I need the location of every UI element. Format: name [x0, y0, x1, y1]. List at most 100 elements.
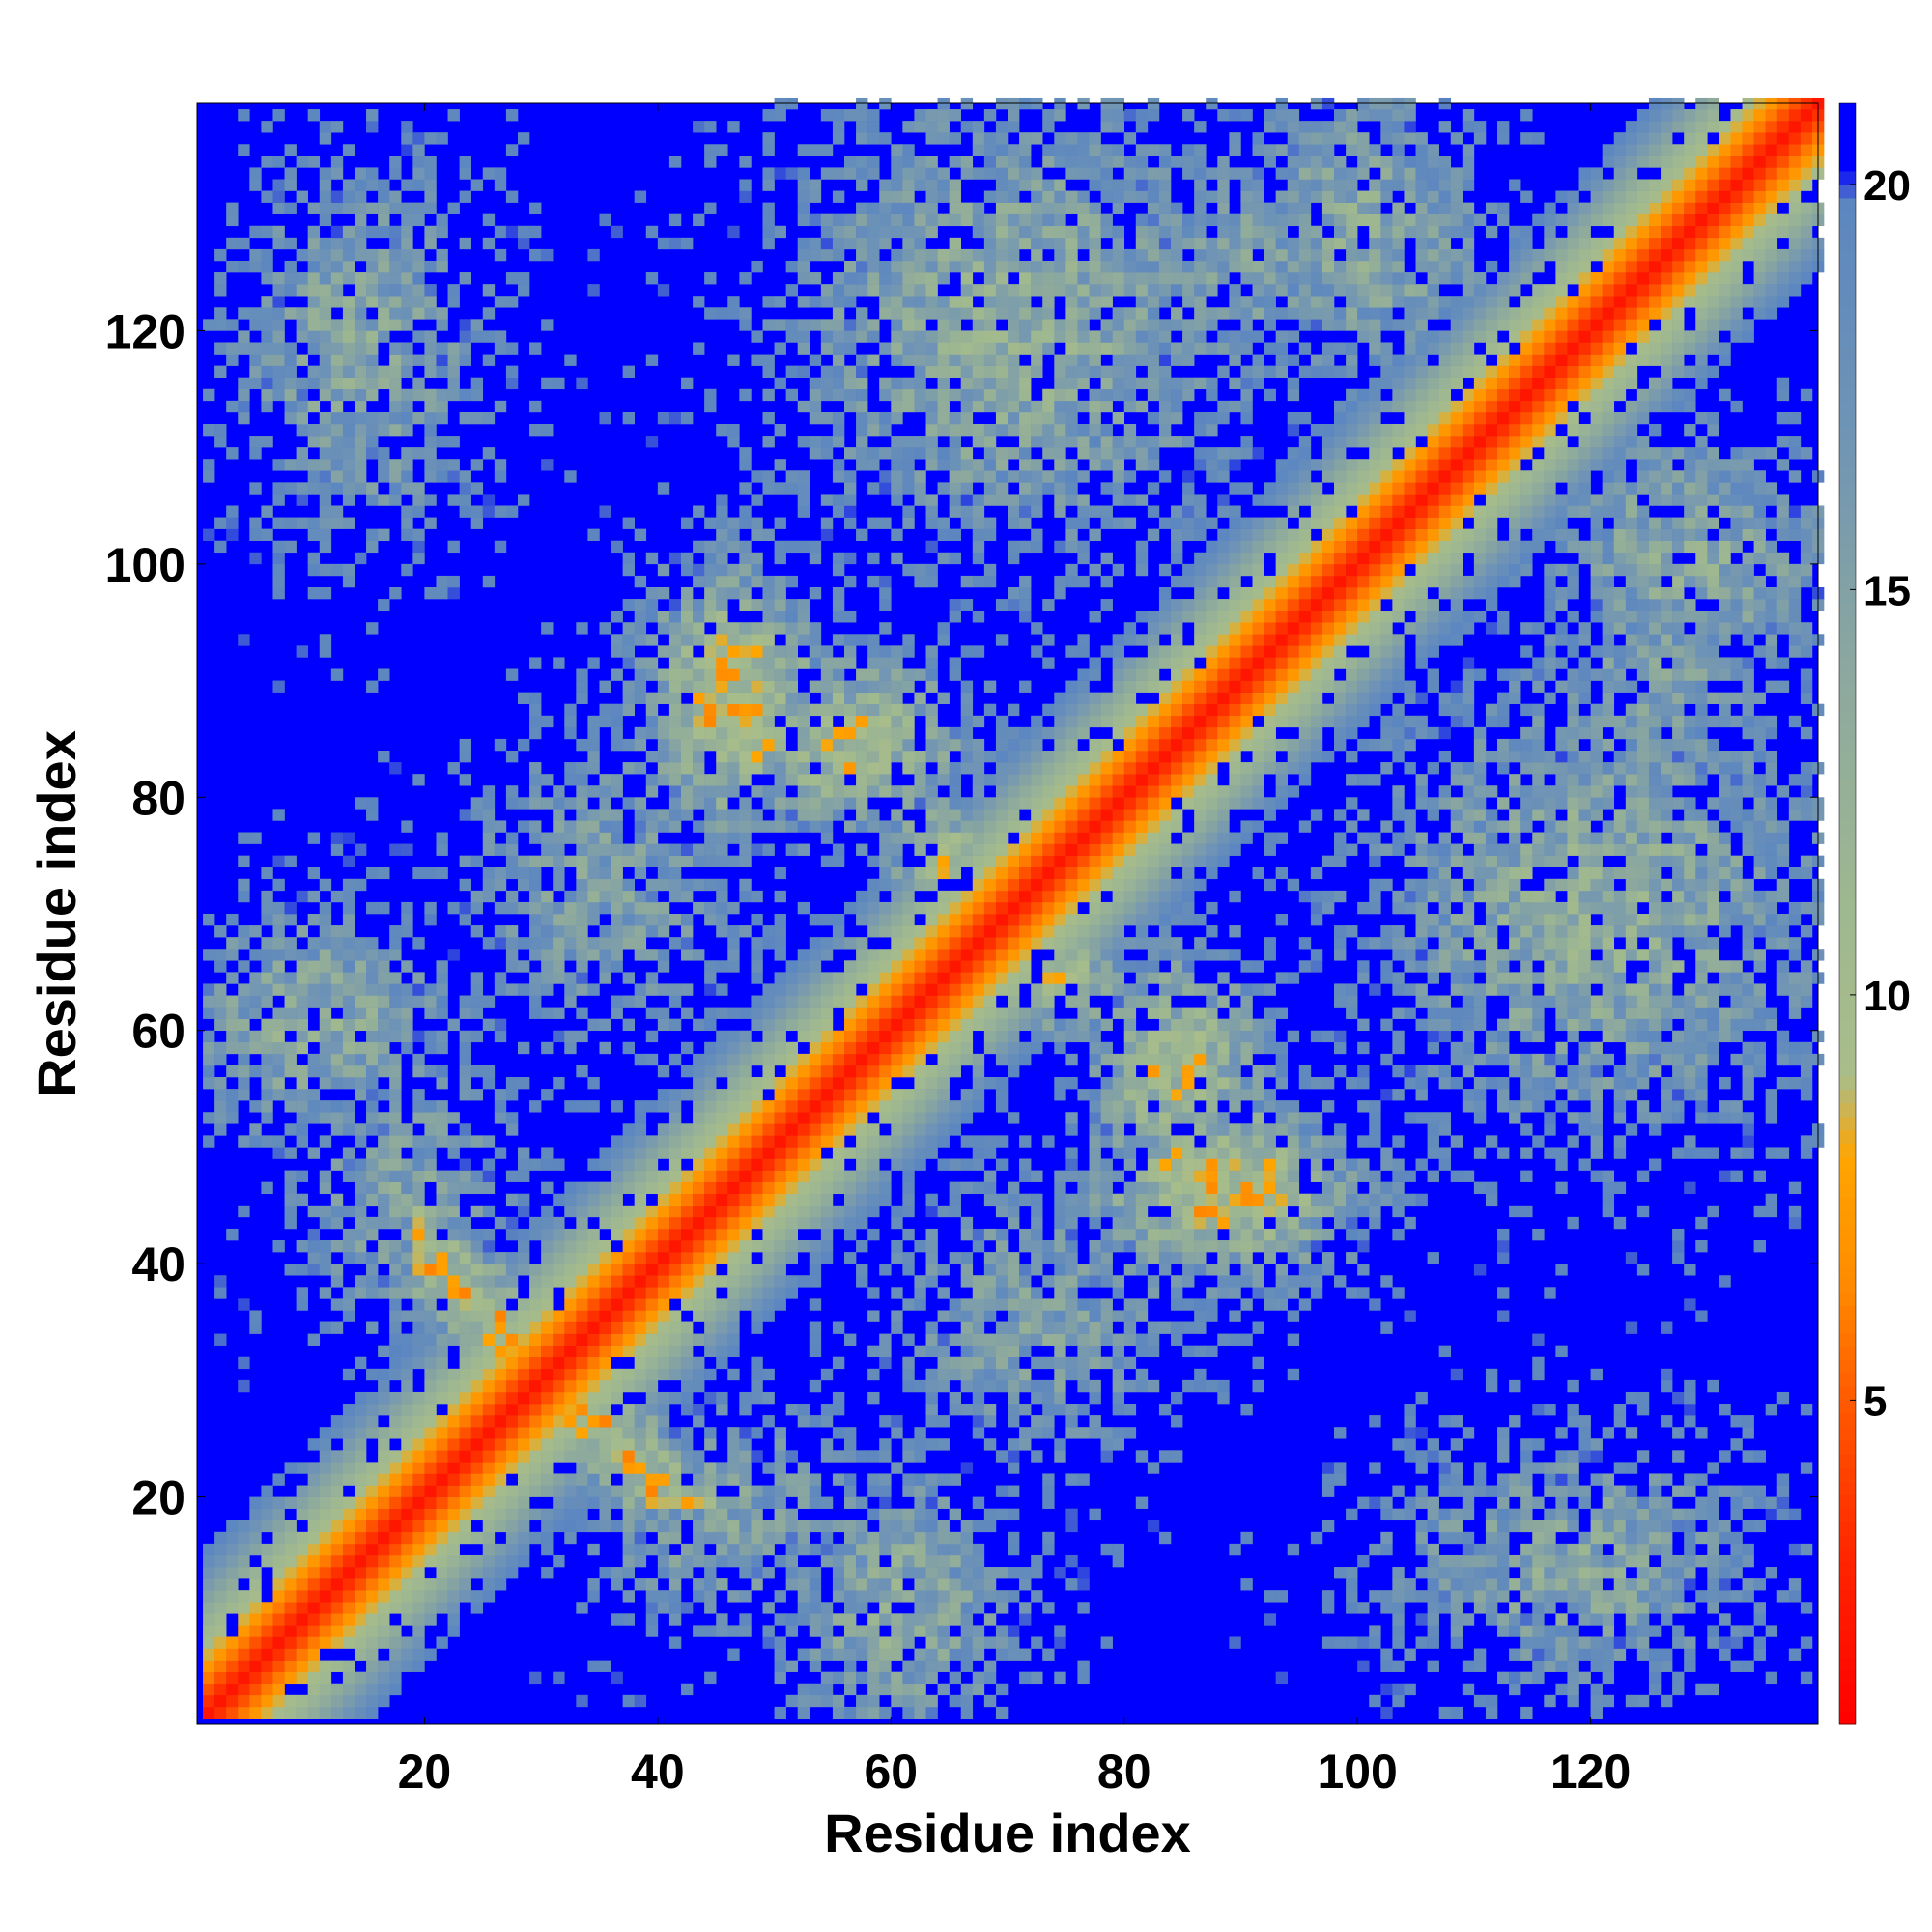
heatmap-cell: [1031, 1007, 1043, 1019]
heatmap-cell: [272, 1671, 285, 1685]
heatmap-cell: [1555, 1496, 1568, 1509]
heatmap-cell: [1532, 1531, 1545, 1545]
heatmap-cell: [1532, 1636, 1545, 1649]
heatmap-cell: [1089, 1321, 1101, 1334]
heatmap-cell: [494, 1485, 507, 1497]
heatmap-cell: [680, 1333, 694, 1346]
heatmap-cell: [1357, 1018, 1370, 1032]
heatmap-cell: [751, 1205, 763, 1218]
heatmap-cell: [960, 1216, 974, 1230]
heatmap-cell: [1800, 960, 1813, 973]
heatmap-cell: [1730, 1147, 1743, 1159]
heatmap-cell: [727, 1287, 740, 1299]
heatmap-cell: [1240, 1007, 1253, 1019]
heatmap-cell: [378, 972, 390, 984]
heatmap-cell: [937, 1089, 950, 1101]
heatmap-cell: [1613, 1531, 1627, 1545]
heatmap-cell: [1473, 1660, 1487, 1672]
heatmap-cell: [412, 1438, 425, 1451]
heatmap-cell: [470, 995, 484, 1008]
heatmap-cell: [424, 1135, 437, 1148]
heatmap-cell: [226, 937, 239, 950]
heatmap-cell: [1567, 1508, 1579, 1521]
heatmap-cell: [891, 1590, 903, 1603]
heatmap-cell: [459, 1508, 471, 1521]
heatmap-cell: [1719, 1485, 1731, 1497]
heatmap-cell: [611, 1333, 623, 1346]
heatmap-cell: [716, 1147, 728, 1159]
heatmap-cell: [1648, 1567, 1662, 1579]
heatmap-cell: [751, 1321, 763, 1334]
heatmap-cell: [1182, 1345, 1195, 1358]
heatmap-cell: [1206, 1298, 1218, 1311]
heatmap-cell: [1217, 1333, 1230, 1346]
heatmap-cell: [330, 1660, 344, 1672]
heatmap-cell: [1438, 1030, 1452, 1043]
heatmap-cell: [1392, 1625, 1405, 1637]
heatmap-cell: [529, 1438, 542, 1451]
heatmap-cell: [634, 1181, 647, 1195]
heatmap-cell: [1544, 960, 1556, 973]
heatmap-cell: [1613, 1100, 1627, 1113]
heatmap-cell: [727, 925, 740, 938]
heatmap-cell: [1544, 1520, 1556, 1533]
heatmap-cell: [1357, 1170, 1370, 1182]
heatmap-cell: [307, 1228, 321, 1241]
heatmap-cell: [342, 1427, 355, 1439]
heatmap-cell: [1567, 1694, 1579, 1708]
heatmap-cell: [762, 1602, 775, 1614]
heatmap-cell: [1473, 1181, 1487, 1195]
heatmap-cell: [611, 1438, 623, 1451]
heatmap-cell: [1240, 1170, 1253, 1182]
heatmap-cell: [354, 1240, 367, 1253]
heatmap-cell: [727, 1333, 740, 1346]
heatmap-cell: [1008, 1567, 1032, 1579]
heatmap-cell: [553, 1356, 565, 1370]
heatmap-cell: [622, 1018, 635, 1032]
heatmap-cell: [762, 1391, 775, 1405]
heatmap-cell: [1602, 995, 1615, 1008]
heatmap-cell: [401, 1613, 413, 1626]
heatmap-cell: [680, 1404, 694, 1416]
heatmap-cell: [284, 1053, 297, 1066]
heatmap-cell: [949, 1310, 962, 1322]
heatmap-cell: [879, 960, 892, 973]
heatmap-cell: [751, 1135, 763, 1148]
heatmap-cell: [1147, 1170, 1160, 1182]
heatmap-cell: [1497, 1508, 1510, 1521]
heatmap-cell: [319, 1030, 332, 1043]
heatmap-cell: [925, 1275, 938, 1288]
heatmap-cell: [366, 1683, 379, 1696]
heatmap-cell: [494, 1567, 507, 1579]
heatmap-cell: [1776, 1590, 1790, 1603]
heatmap-cell: [716, 1100, 728, 1113]
heatmap-cell: [1578, 1602, 1591, 1614]
heatmap-cell: [505, 1345, 519, 1358]
heatmap-cell: [1520, 1590, 1533, 1603]
heatmap-cell: [1100, 960, 1113, 973]
heatmap-cell: [680, 1228, 694, 1241]
heatmap-cell: [389, 1333, 402, 1346]
heatmap-cell: [832, 1030, 845, 1043]
heatmap-cell: [330, 1543, 344, 1556]
heatmap-cell: [1520, 995, 1533, 1008]
heatmap-cell: [1158, 1228, 1172, 1241]
heatmap-cell: [1321, 1602, 1335, 1614]
heatmap-cell: [436, 1264, 448, 1276]
heatmap-cell: [925, 983, 938, 996]
heatmap-cell: [1054, 1275, 1066, 1288]
heatmap-cell: [1438, 1567, 1452, 1579]
heatmap-cell: [751, 960, 763, 973]
heatmap-cell: [856, 1205, 868, 1218]
heatmap-cell: [1089, 1158, 1101, 1171]
heatmap-cell: [902, 1193, 915, 1207]
heatmap-cell: [680, 1135, 694, 1148]
heatmap-cell: [611, 949, 623, 961]
heatmap-cell: [1684, 1264, 1696, 1276]
heatmap-cell: [378, 1636, 390, 1649]
heatmap-cell: [436, 1100, 448, 1113]
heatmap-cell: [587, 1240, 600, 1253]
heatmap-cell: [704, 1485, 717, 1497]
heatmap-cell: [820, 1648, 834, 1661]
heatmap-cell: [1042, 1030, 1055, 1043]
